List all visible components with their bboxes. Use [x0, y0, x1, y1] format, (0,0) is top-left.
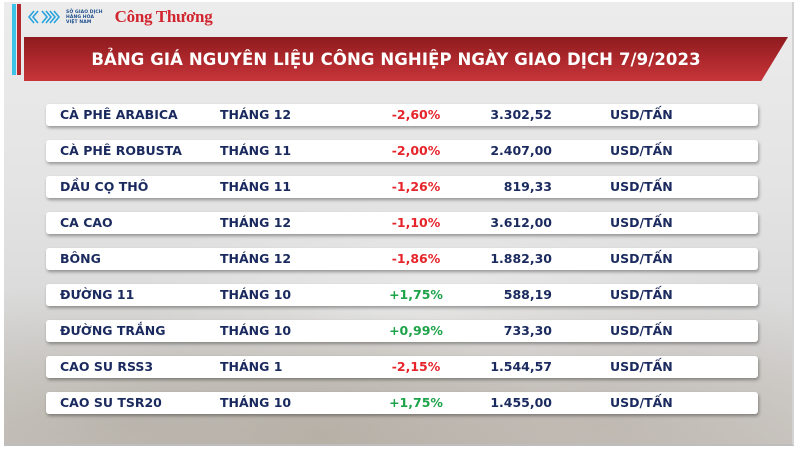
table-row: DẦU CỌ THÔ THÁNG 11 -1,26% 819,33 USD/TẤN: [46, 176, 758, 198]
price-unit: USD/TẤN: [610, 179, 673, 194]
contract-month: THÁNG 10: [220, 323, 292, 338]
commodity-name: CAO SU TSR20: [60, 395, 162, 410]
price-value: 3.302,52: [490, 107, 552, 122]
contract-month: THÁNG 12: [220, 107, 292, 122]
commodity-name: ĐƯỜNG TRẮNG: [60, 323, 166, 338]
price-unit: USD/TẤN: [610, 251, 673, 266]
contract-month: THÁNG 11: [220, 179, 292, 194]
commodity-name: BÔNG: [60, 251, 101, 266]
price-value: 1.544,57: [490, 359, 552, 374]
change-percent: +1,75%: [389, 395, 443, 410]
change-percent: +1,75%: [389, 287, 443, 302]
price-value: 1.455,00: [490, 395, 552, 410]
price-value: 1.882,30: [490, 251, 552, 266]
change-percent: -2,15%: [391, 359, 441, 374]
accent-bar-red: [17, 4, 21, 75]
change-percent: -2,00%: [391, 143, 441, 158]
table-row: CAO SU RSS3 THÁNG 1 -2,15% 1.544,57 USD/TẤN: [46, 356, 758, 378]
price-value: 733,30: [503, 323, 552, 338]
table-row: ĐƯỜNG 11 THÁNG 10 +1,75% 588,19 USD/TẤN: [46, 284, 758, 306]
price-unit: USD/TẤN: [610, 215, 673, 230]
change-percent: -1,86%: [391, 251, 441, 266]
commodity-name: CA CAO: [60, 215, 113, 230]
table-row: ĐƯỜNG TRẮNG THÁNG 10 +0,99% 733,30 USD/TẤN: [46, 320, 758, 342]
exchange-logo-text: SỞ GIAO DỊCH HÀNG HÓA VIỆT NAM: [66, 10, 103, 25]
price-value: 2.407,00: [490, 143, 552, 158]
brand-logo: Công Thương: [114, 7, 213, 26]
header-logos: SỞ GIAO DỊCH HÀNG HÓA VIỆT NAM Công Thươ…: [28, 6, 213, 28]
change-percent: -1,10%: [391, 215, 441, 230]
commodity-name: CÀ PHÊ ROBUSTA: [60, 143, 182, 158]
commodity-name: CÀ PHÊ ARABICA: [60, 107, 178, 122]
logo-line-3: VIỆT NAM: [66, 19, 92, 25]
price-unit: USD/TẤN: [610, 359, 673, 374]
table-row: CÀ PHÊ ROBUSTA THÁNG 11 -2,00% 2.407,00 USD/…: [46, 140, 758, 162]
price-value: 3.612,00: [490, 215, 552, 230]
title-banner: BẢNG GIÁ NGUYÊN LIỆU CÔNG NGHIỆP NGÀY GI…: [24, 37, 788, 81]
change-percent: -1,26%: [391, 179, 441, 194]
contract-month: THÁNG 10: [220, 287, 292, 302]
accent-bar-cyan: [12, 4, 16, 75]
price-unit: USD/TẤN: [610, 107, 673, 122]
contract-month: THÁNG 11: [220, 143, 292, 158]
commodity-name: CAO SU RSS3: [60, 359, 154, 374]
table-row: CAO SU TSR20 THÁNG 10 +1,75% 1.455,00 USD/TẤ…: [46, 392, 758, 414]
contract-month: THÁNG 1: [220, 359, 283, 374]
price-value: 819,33: [503, 179, 552, 194]
logo-line-2: HÀNG HÓA: [66, 14, 95, 20]
table-row: BÔNG THÁNG 12 -1,86% 1.882,30 USD/TẤN: [46, 248, 758, 270]
page-title: BẢNG GIÁ NGUYÊN LIỆU CÔNG NGHIỆP NGÀY GI…: [91, 49, 701, 69]
price-unit: USD/TẤN: [610, 287, 673, 302]
change-percent: -2,60%: [391, 107, 441, 122]
commodity-name: DẦU CỌ THÔ: [60, 179, 149, 194]
contract-month: THÁNG 12: [220, 215, 292, 230]
price-value: 588,19: [503, 287, 552, 302]
logo-line-1: SỞ GIAO DỊCH: [66, 9, 103, 15]
price-unit: USD/TẤN: [610, 323, 673, 338]
change-percent: +0,99%: [389, 323, 443, 338]
price-unit: USD/TẤN: [610, 395, 673, 410]
contract-month: THÁNG 12: [220, 251, 292, 266]
price-unit: USD/TẤN: [610, 143, 673, 158]
table-row: CA CAO THÁNG 12 -1,10% 3.612,00 USD/TẤN: [46, 212, 758, 234]
table-row: CÀ PHÊ ARABICA THÁNG 12 -2,60% 3.302,52 USD/…: [46, 104, 758, 126]
commodity-name: ĐƯỜNG 11: [60, 287, 135, 302]
contract-month: THÁNG 10: [220, 395, 292, 410]
exchange-logo-icon: [28, 10, 60, 24]
